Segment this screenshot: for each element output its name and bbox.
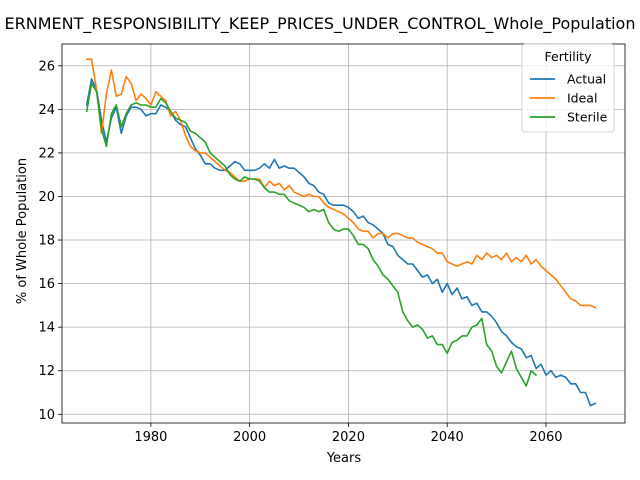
legend-item-ideal: Ideal — [530, 91, 597, 106]
y-tick-label: 22 — [38, 146, 55, 161]
y-tick-label: 20 — [38, 190, 55, 205]
legend-item-actual: Actual — [530, 72, 606, 87]
y-axis-label: % of Whole Population — [15, 158, 30, 304]
grid — [62, 44, 625, 423]
y-tick-label: 18 — [38, 234, 55, 249]
legend: Fertility Actual Ideal Sterile — [521, 43, 615, 133]
legend-label: Ideal — [567, 91, 597, 106]
y-tick-label: 16 — [38, 277, 55, 292]
series-line-sterile — [85, 82, 537, 387]
y-tick-label: 12 — [38, 364, 55, 379]
series-line-ideal — [85, 58, 597, 309]
legend-item-sterile: Sterile — [530, 110, 608, 125]
y-tick-label: 24 — [38, 103, 55, 118]
x-tick-label: 2020 — [332, 430, 365, 445]
x-axis-label: Years — [326, 451, 362, 466]
plot-area-frame — [61, 43, 626, 424]
series-lines — [85, 58, 597, 407]
legend-label: Sterile — [567, 110, 608, 125]
x-tick-label: 2000 — [233, 430, 266, 445]
legend-items: Actual Ideal Sterile — [530, 72, 608, 125]
chart-title: ERNMENT_RESPONSIBILITY_KEEP_PRICES_UNDER… — [5, 14, 636, 34]
legend-label: Actual — [567, 72, 606, 87]
y-tick-label: 26 — [38, 59, 55, 74]
legend-title: Fertility — [545, 49, 593, 64]
x-tick-label: 1980 — [134, 430, 167, 445]
legend-box — [521, 43, 615, 133]
y-tick-label: 10 — [38, 408, 55, 423]
axis-ticks: 1980 2000 2020 2040 2060 10 12 14 16 18 20 22 24 26 — [38, 59, 562, 445]
x-tick-label: 2060 — [529, 430, 562, 445]
y-tick-label: 14 — [38, 321, 55, 336]
x-tick-label: 2040 — [431, 430, 464, 445]
